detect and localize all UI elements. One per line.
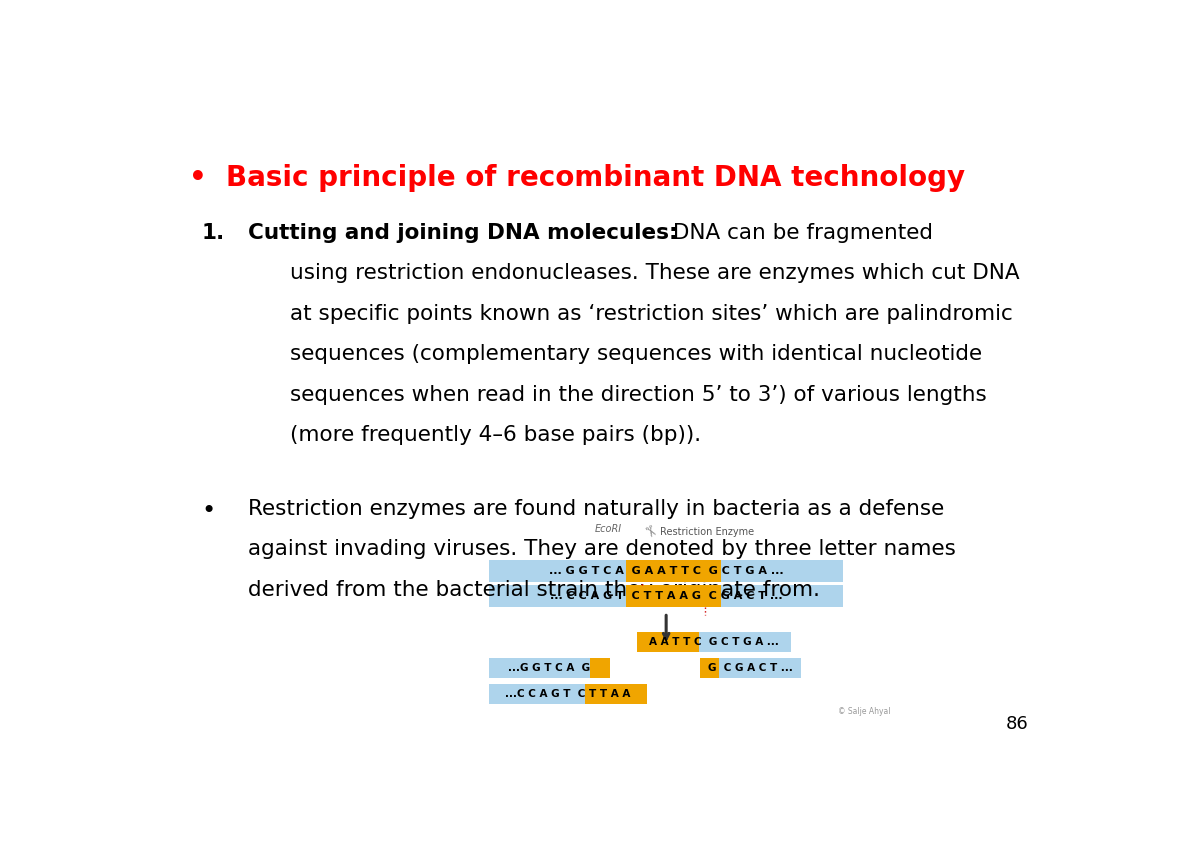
Bar bbox=[637, 632, 698, 652]
Text: •  Basic principle of recombinant DNA technology: • Basic principle of recombinant DNA tec… bbox=[190, 164, 965, 192]
Text: 1.: 1. bbox=[202, 222, 224, 243]
Bar bbox=[590, 658, 610, 678]
Bar bbox=[584, 684, 647, 704]
Text: using restriction endonucleases. These are enzymes which cut DNA: using restriction endonucleases. These a… bbox=[289, 263, 1019, 284]
Text: G  C G A C T ...: G C G A C T ... bbox=[708, 663, 793, 673]
Bar bbox=[698, 632, 791, 652]
Text: against invading viruses. They are denoted by three letter names: against invading viruses. They are denot… bbox=[247, 539, 955, 559]
Text: ...G G T C A  G: ...G G T C A G bbox=[509, 663, 590, 673]
Bar bbox=[490, 560, 842, 582]
Text: at specific points known as ‘restriction sites’ which are palindromic: at specific points known as ‘restriction… bbox=[289, 304, 1013, 323]
Text: 86: 86 bbox=[1006, 715, 1028, 733]
Text: •: • bbox=[202, 498, 216, 523]
Text: © Salje Ahyal: © Salje Ahyal bbox=[839, 707, 890, 717]
Bar bbox=[490, 684, 584, 704]
Text: ✂: ✂ bbox=[638, 522, 659, 541]
Bar bbox=[490, 658, 590, 678]
Text: EcoRI: EcoRI bbox=[595, 524, 623, 534]
Text: ... G G T C A  G A A T T C  G C T G A ...: ... G G T C A G A A T T C G C T G A ... bbox=[548, 566, 784, 576]
Text: DNA can be fragmented: DNA can be fragmented bbox=[666, 222, 934, 243]
Text: sequences (complementary sequences with identical nucleotide: sequences (complementary sequences with … bbox=[289, 345, 982, 364]
Bar bbox=[625, 560, 721, 582]
Bar bbox=[490, 585, 842, 607]
Text: (more frequently 4–6 base pairs (bp)).: (more frequently 4–6 base pairs (bp)). bbox=[289, 425, 701, 446]
Text: Restriction enzymes are found naturally in bacteria as a defense: Restriction enzymes are found naturally … bbox=[247, 498, 944, 519]
Text: Restriction Enzyme: Restriction Enzyme bbox=[660, 526, 755, 537]
Bar bbox=[700, 658, 720, 678]
Text: ...C C A G T  C T T A A: ...C C A G T C T T A A bbox=[505, 689, 631, 700]
Text: sequences when read in the direction 5’ to 3’) of various lengths: sequences when read in the direction 5’ … bbox=[289, 385, 986, 405]
Text: derived from the bacterial strain they originate from.: derived from the bacterial strain they o… bbox=[247, 580, 820, 599]
Bar bbox=[720, 658, 800, 678]
Text: ... C C A G T  C T T A A G  C G A C T ...: ... C C A G T C T T A A G C G A C T ... bbox=[550, 591, 782, 601]
Text: A A T T C  G C T G A ...: A A T T C G C T G A ... bbox=[649, 637, 779, 647]
Text: Cutting and joining DNA molecules:: Cutting and joining DNA molecules: bbox=[247, 222, 677, 243]
Bar bbox=[625, 585, 721, 607]
